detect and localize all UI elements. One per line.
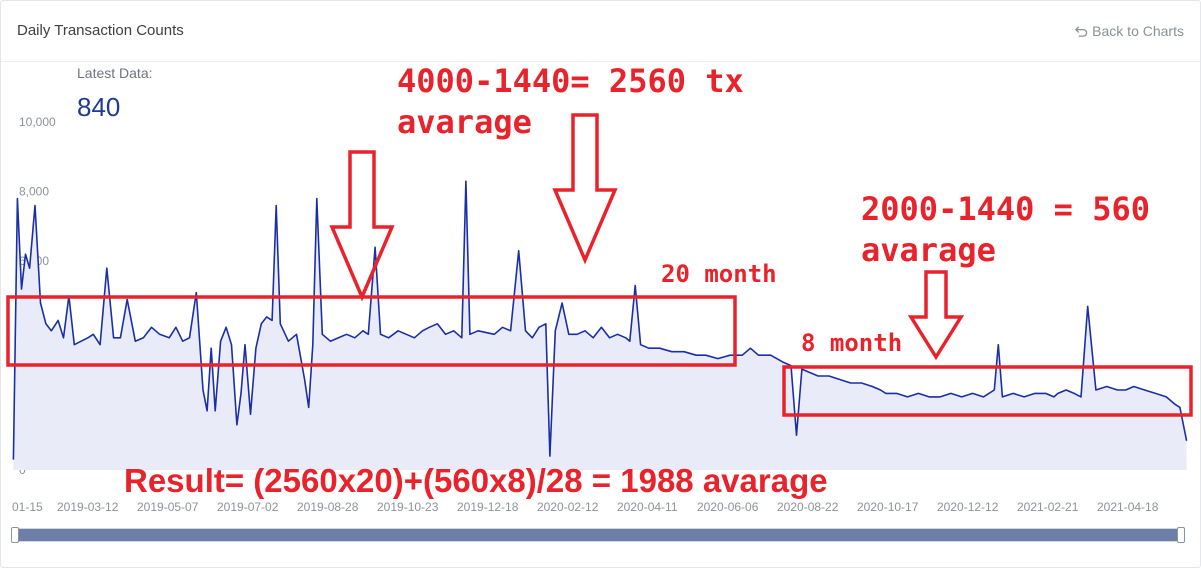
annotation-right-average: avarage: [861, 231, 996, 269]
y-tick-label: 10,000: [19, 115, 56, 129]
annotation-top-calc: 4000-1440= 2560 tx: [397, 62, 744, 100]
x-tick-label: 2019-12-18: [457, 500, 519, 514]
latest-data-label: Latest Data:: [77, 65, 153, 81]
down-arrow-right: [907, 270, 965, 361]
annotation-8-month: 8 month: [801, 329, 903, 357]
latest-data-value: 840: [77, 92, 121, 122]
highlight-box-20-month: [6, 295, 737, 367]
x-tick-label: 2020-06-06: [697, 500, 759, 514]
chart-title: Daily Transaction Counts: [17, 22, 184, 39]
highlight-box-8-month: [782, 365, 1193, 417]
x-tick-label: 2020-10-17: [857, 500, 919, 514]
x-tick-label: 2021-02-21: [1017, 500, 1079, 514]
annotation-result: Result= (2560x20)+(560x8)/28 = 1988 avar…: [124, 462, 828, 499]
x-tick-label: 2019-05-07: [137, 500, 199, 514]
scrollbar-right-handle[interactable]: [1177, 527, 1185, 543]
x-tick-label: 01-15: [12, 500, 43, 514]
down-arrow-left: [329, 150, 395, 302]
x-tick-label: 2019-07-02: [217, 500, 279, 514]
x-tick-label: 2020-08-22: [777, 500, 839, 514]
series-line: [12, 180, 1188, 460]
chart-scrollbar[interactable]: [12, 528, 1184, 542]
annotation-20-month: 20 month: [661, 260, 777, 288]
x-tick-label: 2019-08-28: [297, 500, 359, 514]
scrollbar-left-handle[interactable]: [11, 527, 19, 543]
x-tick-label: 2019-10-23: [377, 500, 439, 514]
undo-arrow-icon: [1075, 25, 1088, 37]
x-tick-label: 2020-12-12: [937, 500, 999, 514]
x-tick-label: 2020-04-11: [617, 500, 678, 514]
x-tick-label: 2019-03-12: [57, 500, 119, 514]
card-header: Daily Transaction Counts Back to Charts: [1, 1, 1200, 62]
back-to-charts-label: Back to Charts: [1092, 23, 1184, 39]
x-tick-label: 2020-02-12: [537, 500, 599, 514]
down-arrow-middle: [552, 113, 618, 265]
y-tick-label: 8,000: [19, 185, 49, 199]
back-to-charts-button[interactable]: Back to Charts: [1075, 23, 1184, 39]
x-tick-label: 2021-04-18: [1097, 500, 1159, 514]
annotation-right-calc: 2000-1440 = 560: [861, 190, 1150, 228]
annotation-top-average: avarage: [397, 103, 532, 141]
